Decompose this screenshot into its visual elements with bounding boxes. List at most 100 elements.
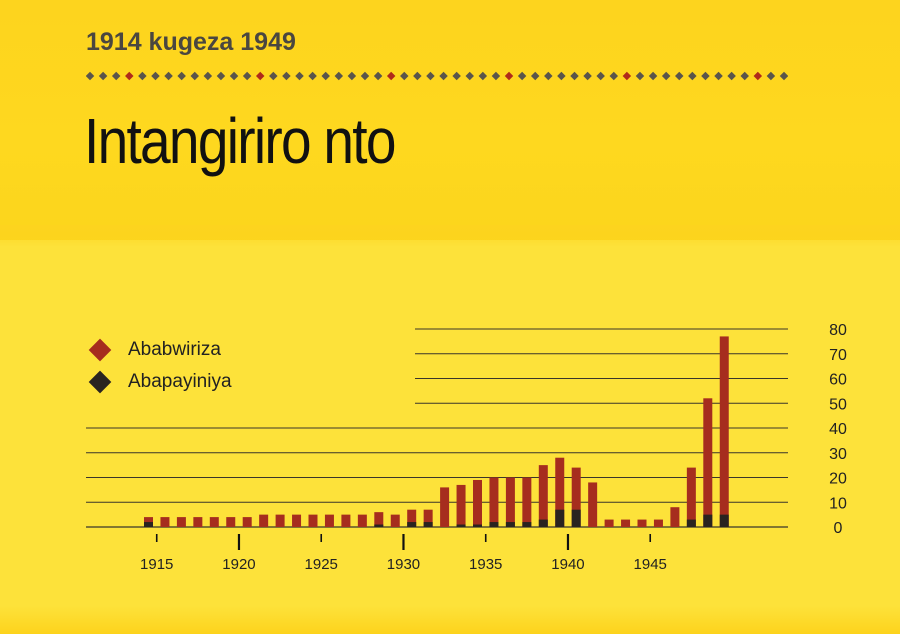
divider-diamond-red	[504, 71, 514, 81]
bar-ababwiriza	[209, 517, 219, 527]
divider-diamond	[360, 71, 370, 81]
header-background	[0, 0, 900, 240]
bar-abapayiniya	[473, 524, 482, 527]
divider-diamond	[465, 71, 474, 81]
bar-ababwiriza	[670, 507, 680, 527]
x-tick-label: 1915	[140, 556, 173, 573]
bar-ababwiriza	[292, 514, 302, 527]
bar-ababwiriza	[588, 482, 598, 527]
bar-abapayiniya	[423, 522, 433, 527]
bar-abapayiniya	[144, 522, 153, 527]
bar-ababwiriza	[341, 514, 351, 527]
page-subtitle: 1914 kugeza 1949	[86, 28, 296, 56]
bar-ababwiriza	[242, 517, 252, 527]
divider-diamond	[347, 71, 357, 81]
diamond-divider	[86, 71, 788, 81]
bar-ababwiriza	[473, 479, 482, 527]
x-tick-label: 1930	[387, 556, 420, 573]
bar-ababwiriza	[407, 509, 417, 527]
diamond-icon	[88, 370, 112, 394]
bar-ababwiriza	[703, 398, 713, 527]
brush-stroke	[0, 225, 900, 247]
divider-diamond	[138, 71, 147, 81]
legend-label: Abapayiniya	[128, 371, 232, 392]
bar-ababwiriza	[719, 336, 729, 527]
y-tick-label: 70	[829, 347, 847, 364]
divider-diamond	[334, 71, 344, 81]
divider-diamond-red	[386, 71, 396, 81]
divider-diamond	[321, 71, 330, 81]
bar-ababwiriza	[653, 519, 663, 527]
bar-ababwiriza	[555, 457, 565, 527]
bar-ababwiriza	[390, 514, 400, 527]
y-tick-label: 60	[829, 372, 847, 389]
divider-diamond	[177, 71, 186, 81]
divider-diamond	[295, 71, 304, 81]
bar-abapayiniya	[522, 522, 532, 527]
bar-ababwiriza	[637, 519, 647, 527]
bar-abapayiniya	[719, 514, 729, 527]
chart-legend: Ababwiriza Abapayiniya	[88, 334, 232, 398]
x-tick-label: 1940	[551, 556, 584, 573]
bar-ababwiriza	[176, 517, 186, 527]
bar-ababwiriza	[489, 477, 499, 527]
divider-diamond	[400, 71, 409, 81]
bar-ababwiriza	[505, 477, 515, 527]
y-tick-label: 40	[829, 421, 847, 438]
y-tick-label: 0	[834, 520, 843, 537]
bar-abapayiniya	[703, 514, 713, 527]
y-tick-label: 50	[829, 396, 847, 413]
divider-diamond	[478, 71, 488, 81]
bar-ababwiriza	[522, 477, 532, 527]
bar-ababwiriza	[571, 467, 581, 527]
x-tick-label: 1935	[469, 556, 502, 573]
bar-abapayiniya	[374, 524, 384, 527]
divider-diamond	[452, 71, 461, 81]
diamond-icon	[88, 338, 112, 362]
y-tick-label: 10	[829, 495, 847, 512]
bar-ababwiriza	[374, 512, 384, 527]
bar-abapayiniya	[555, 509, 565, 527]
bar-ababwiriza	[259, 514, 269, 527]
divider-diamond	[373, 71, 383, 81]
bar-ababwiriza	[604, 519, 614, 527]
bar-ababwiriza	[324, 514, 334, 527]
y-tick-label: 80	[829, 322, 847, 339]
bar-abapayiniya	[456, 524, 466, 527]
bar-abapayiniya	[686, 519, 696, 527]
bar-ababwiriza	[456, 484, 466, 527]
y-tick-label: 20	[829, 471, 847, 488]
bar-ababwiriza	[538, 465, 548, 527]
divider-diamond	[439, 71, 448, 81]
bar-abapayiniya	[407, 522, 417, 527]
bar-abapayiniya	[505, 522, 515, 527]
bar-ababwiriza	[621, 519, 631, 527]
divider-diamond	[570, 71, 579, 81]
bar-ababwiriza	[226, 517, 236, 527]
divider-diamond	[491, 71, 501, 81]
x-tick-label: 1920	[222, 556, 255, 573]
bar-ababwiriza	[193, 517, 203, 527]
bar-ababwiriza	[160, 517, 170, 527]
bar-abapayiniya	[571, 509, 581, 527]
bar-ababwiriza	[440, 487, 450, 527]
divider-diamond	[282, 71, 291, 81]
bar-abapayiniya	[538, 519, 548, 527]
divider-diamond	[530, 71, 540, 81]
bar-ababwiriza	[308, 514, 318, 527]
x-tick-label: 1925	[305, 556, 338, 573]
legend-item-ababwiriza: Ababwiriza	[88, 334, 232, 366]
legend-item-abapayiniya: Abapayiniya	[88, 366, 232, 398]
bar-abapayiniya	[489, 522, 499, 527]
legend-label: Ababwiriza	[128, 339, 221, 360]
x-tick-label: 1945	[634, 556, 667, 573]
bar-ababwiriza	[686, 467, 696, 527]
bar-ababwiriza	[423, 509, 433, 527]
footer-background	[0, 606, 900, 634]
y-tick-label: 30	[829, 446, 847, 463]
bar-ababwiriza	[357, 514, 367, 527]
divider-diamond	[413, 71, 422, 81]
divider-diamond	[426, 71, 435, 81]
page-title: Intangiriro nto	[84, 105, 396, 177]
